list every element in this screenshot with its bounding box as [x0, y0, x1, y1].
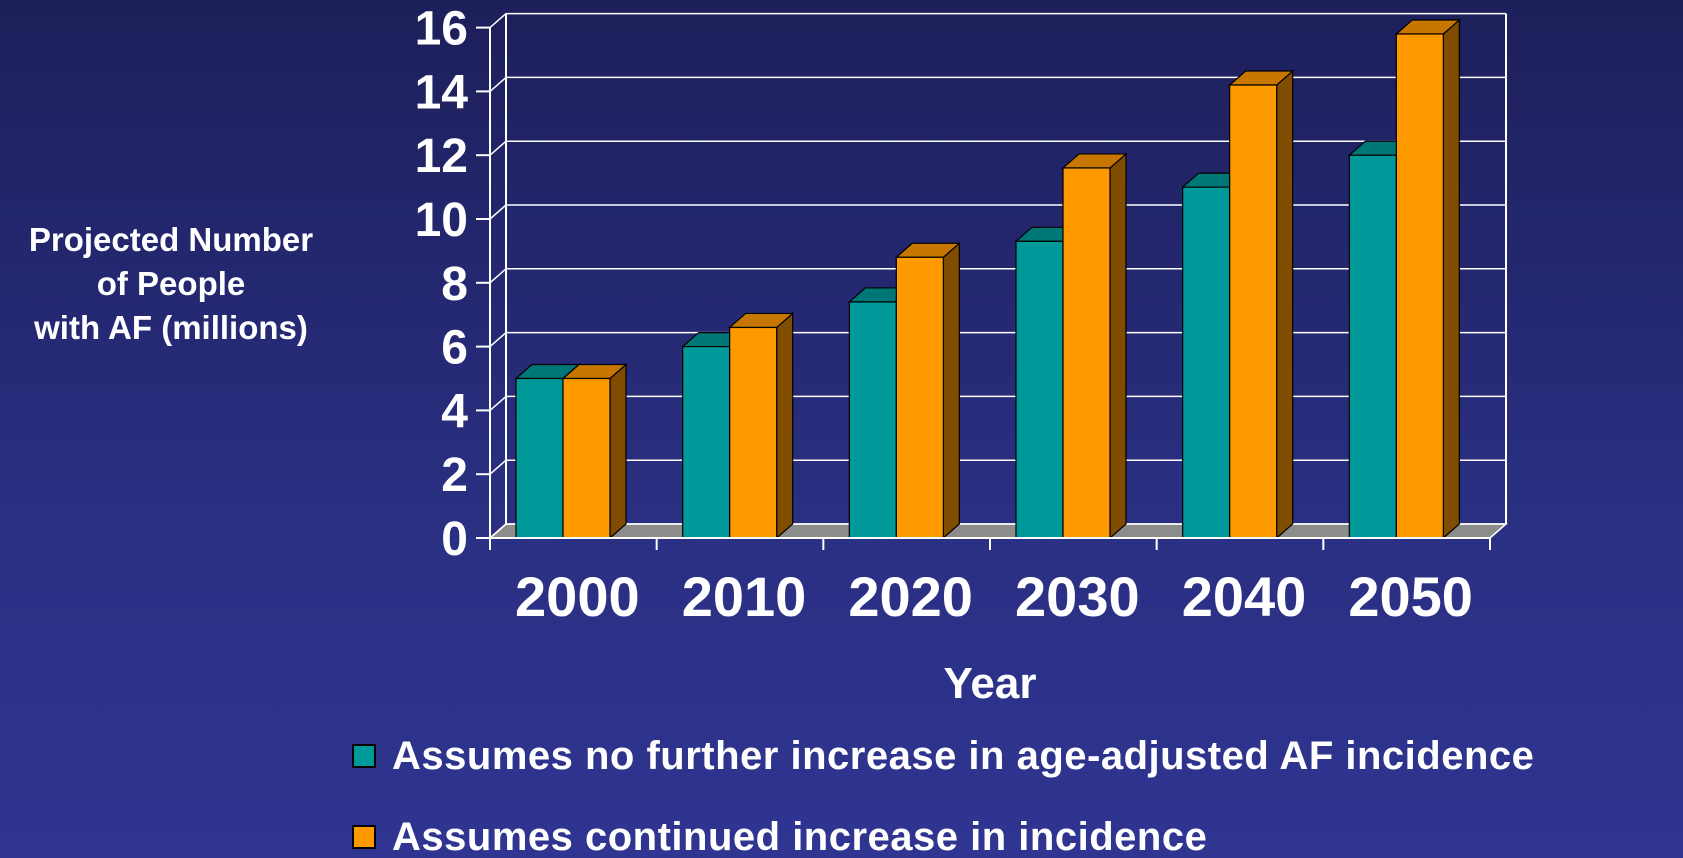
x-axis-ticks: 2000 2010 2020 2030 2040 2050 — [489, 537, 1491, 628]
gridline-diagonal — [489, 395, 507, 411]
gridline-diagonal — [489, 13, 507, 29]
x-tick-label: 2000 — [515, 565, 640, 628]
bar-2030-series-2-side — [1109, 152, 1127, 540]
legend-item-series-1: Assumes no further increase in age-adjus… — [352, 733, 1535, 778]
gridline-diagonal — [489, 76, 507, 92]
legend-swatch-series-2 — [352, 825, 376, 849]
y-tick-label: 4 — [441, 385, 468, 438]
bar-2000-series-2 — [561, 363, 628, 540]
x-tick-label: 2010 — [682, 565, 807, 628]
y-tick-label: 8 — [441, 258, 468, 311]
x-tick-label: 2030 — [1015, 565, 1140, 628]
bar-2040-series-2-side — [1276, 69, 1294, 540]
y-tick-label: 16 — [415, 3, 468, 56]
bar-2000-series-2-side — [609, 363, 627, 540]
y-tick-label: 6 — [441, 322, 468, 375]
bar-2050-series-2 — [1394, 18, 1461, 540]
legend-item-series-2: Assumes continued increase in incidence — [352, 814, 1534, 858]
y-tick-label: 14 — [415, 66, 469, 119]
gridline-diagonal — [489, 523, 507, 539]
bar-2020-series-2-side — [942, 241, 960, 540]
bar-2050-series-2-side — [1442, 18, 1460, 540]
y-tick-label: 2 — [441, 449, 468, 502]
bar-2000-series-1-front — [515, 377, 564, 539]
bar-2050-series-2-front — [1395, 33, 1444, 539]
y-axis-label: Projected Number of People with AF (mill… — [28, 221, 314, 346]
x-tick-label: 2040 — [1182, 565, 1307, 628]
chart-legend: Assumes no further increase in age-adjus… — [352, 733, 1535, 858]
bar-2010-series-2 — [728, 312, 795, 540]
bar-2010-series-1-front — [682, 346, 731, 539]
bar-2030-series-2 — [1061, 152, 1128, 540]
bar-2040-series-2-front — [1229, 84, 1278, 539]
bar-2010-series-2-side — [776, 312, 794, 540]
bar-2030-series-2-front — [1062, 167, 1111, 539]
chart-bars — [514, 18, 1461, 540]
legend-label-series-1: Assumes no further increase in age-adjus… — [392, 733, 1535, 778]
bar-2050-series-1-front — [1348, 154, 1397, 539]
bar-2020-series-2-front — [895, 256, 944, 539]
bar-2000-series-2-front — [562, 377, 611, 539]
x-axis-label: Year — [944, 659, 1037, 708]
bar-2020-series-2 — [894, 241, 961, 540]
gridline-diagonal — [489, 140, 507, 156]
bar-2040-series-2 — [1228, 69, 1295, 540]
x-tick-label: 2050 — [1348, 565, 1473, 628]
legend-label-series-2: Assumes continued increase in incidence — [392, 814, 1208, 858]
bar-2030-series-1-front — [1015, 240, 1064, 539]
gridline-diagonal — [489, 332, 507, 348]
y-tick-label: 10 — [415, 194, 468, 247]
x-tick-label: 2020 — [848, 565, 973, 628]
gridline-diagonal — [489, 268, 507, 284]
bar-2010-series-2-front — [729, 326, 778, 539]
y-axis-ticks: 0 2 4 6 8 10 12 14 16 — [415, 3, 490, 566]
gridline-diagonal — [489, 204, 507, 220]
y-tick-label: 12 — [415, 130, 468, 183]
gridline-diagonal — [489, 459, 507, 475]
bar-2020-series-1-front — [848, 301, 897, 539]
bar-2040-series-1-front — [1182, 186, 1231, 539]
y-tick-label: 0 — [441, 513, 468, 566]
legend-swatch-series-1 — [352, 744, 376, 768]
